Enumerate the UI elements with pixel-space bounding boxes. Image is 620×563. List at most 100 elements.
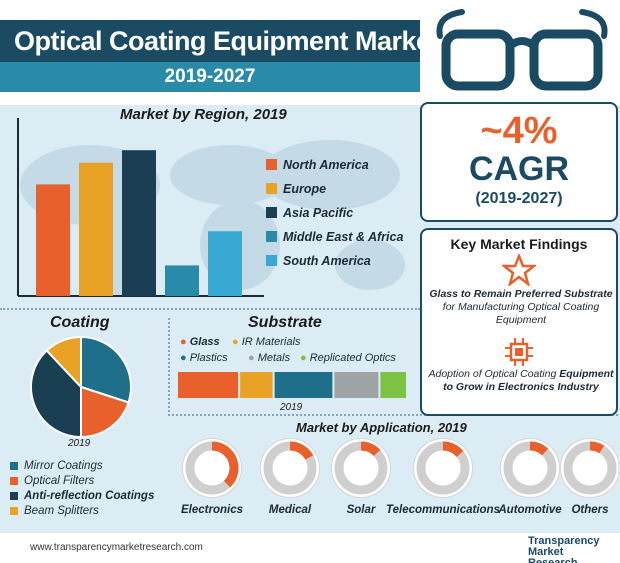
years-label: 2019-2027 — [164, 66, 256, 87]
divider — [0, 308, 420, 310]
legend-beam-splitters: Beam Splitters — [10, 505, 99, 517]
legend-label: Replicated Optics — [309, 352, 396, 364]
legend-label: Beam Splitters — [24, 505, 99, 517]
substrate-year: 2019 — [280, 402, 303, 413]
application-chart-title: Market by Application, 2019 — [296, 420, 467, 435]
application-label-electronics: Electronics — [181, 504, 243, 516]
legend-swatch — [10, 507, 18, 515]
legend-anti-reflection-coatings: Anti-reflection Coatings — [10, 490, 154, 502]
substrate-stacked-bar — [178, 372, 406, 398]
application-label-others: Others — [571, 504, 609, 516]
legend-bullet: ● — [248, 352, 258, 364]
star-icon — [502, 254, 536, 286]
legend-label: Anti-reflection Coatings — [24, 490, 155, 502]
legend-bullet: ● — [180, 352, 190, 364]
legend-europe: Europe — [266, 182, 326, 196]
segment-glass — [178, 372, 239, 398]
legend-plastics: ● Plastics — [180, 352, 228, 364]
slice-anti-reflection-coatings — [30, 349, 82, 439]
application-label-telecommunications: Telecommunications — [386, 504, 500, 516]
legend-label: Plastics — [189, 352, 228, 364]
segment-replicated-optics — [380, 372, 406, 398]
donut-hole — [344, 451, 378, 485]
finding-1-rest: for Manufacturing Optical Coating Equipm… — [442, 301, 600, 326]
substrate-chart-title: Substrate — [248, 314, 322, 331]
legend-swatch — [266, 231, 277, 242]
brand-logo: Transparency Market Research — [528, 535, 600, 563]
legend-swatch — [10, 477, 18, 485]
donut-hole — [573, 451, 607, 485]
legend-label: Europe — [283, 182, 327, 196]
legend-label: Optical Filters — [24, 475, 95, 487]
legend-north-america: North America — [266, 158, 369, 172]
legend-replicated-optics: ● Replicated Optics — [300, 352, 396, 364]
bar-asia-pacific — [122, 150, 156, 296]
bar-south-america — [208, 231, 242, 296]
finding-2-start: Adoption of Optical Coating — [428, 368, 557, 380]
application-label-automotive: Automotive — [498, 504, 562, 516]
legend-swatch — [10, 462, 18, 470]
cagr-box: ~4% CAGR (2019-2027) — [420, 102, 618, 222]
coating-pie-chart — [30, 335, 132, 439]
coating-year: 2019 — [68, 438, 91, 449]
legend-bullet: ● — [232, 336, 242, 348]
legend-middle-east-africa: Middle East & Africa — [266, 230, 403, 244]
legend-metals: ● Metals — [248, 352, 290, 364]
donut-hole — [273, 451, 307, 485]
brand-name: Transparency Market Research — [528, 535, 600, 563]
slice-beam-splitters — [45, 335, 82, 390]
coating-chart-title: Coating — [50, 314, 110, 331]
donut-others — [563, 441, 617, 495]
legend-label: IR Materials — [241, 336, 301, 348]
legend-label: Metals — [257, 352, 291, 364]
legend-label: North America — [283, 158, 369, 172]
divider — [168, 414, 618, 416]
glasses-icon — [436, 9, 608, 91]
findings-title: Key Market Findings — [450, 236, 588, 252]
application-label-medical: Medical — [268, 504, 312, 516]
legend-label: Asia Pacific — [283, 206, 354, 220]
cagr-label: CAGR — [468, 150, 570, 188]
donut-hole — [195, 451, 229, 485]
legend-mirror-coatings: Mirror Coatings — [10, 460, 103, 472]
legend-south-america: South America — [266, 254, 371, 268]
years-bar — [0, 62, 420, 92]
legend-bullet: ● — [180, 336, 190, 348]
donut-medical — [263, 441, 317, 495]
segment-metals — [334, 372, 379, 398]
slice-optical-filters — [80, 385, 130, 439]
footer: www.transparencymarketresearch.com Trans… — [0, 533, 620, 563]
legend-swatch — [266, 255, 277, 266]
legend-swatch — [10, 492, 18, 500]
segment-plastics — [274, 372, 333, 398]
legend-optical-filters: Optical Filters — [10, 475, 94, 487]
donut-hole — [513, 451, 547, 485]
legend-bullet: ● — [300, 352, 310, 364]
legend-swatch — [266, 183, 277, 194]
legend-label: South America — [283, 254, 371, 268]
finding-2: Adoption of Optical Coating Equipment to… — [428, 368, 614, 394]
legend-glass: ● Glass — [180, 336, 220, 348]
website-link[interactable]: www.transparencymarketresearch.com — [30, 542, 203, 553]
legend-swatch — [266, 159, 277, 170]
bar-north-america — [36, 184, 70, 296]
legend-asia-pacific: Asia Pacific — [266, 206, 353, 220]
donut-solar — [334, 441, 388, 495]
slice-mirror-coatings — [80, 335, 132, 404]
finding-1: Glass to Remain Preferred Substrate for … — [428, 288, 614, 327]
region-chart-title: Market by Region, 2019 — [120, 106, 287, 123]
donut-automotive — [503, 441, 557, 495]
application-label-solar: Solar — [346, 504, 376, 516]
circuit-icon — [505, 338, 533, 366]
donut-telecommunications — [416, 441, 470, 495]
cagr-period: (2019-2027) — [475, 190, 563, 207]
title-bar — [0, 20, 420, 62]
key-findings-box: Key Market Findings Glass to Remain Pref… — [420, 228, 618, 416]
application-donut-row — [182, 438, 618, 498]
legend-label: Mirror Coatings — [24, 460, 103, 472]
region-bar-chart — [17, 118, 264, 297]
segment-ir-materials — [240, 372, 273, 398]
divider — [168, 318, 170, 412]
bar-middle-east-africa — [165, 265, 199, 296]
